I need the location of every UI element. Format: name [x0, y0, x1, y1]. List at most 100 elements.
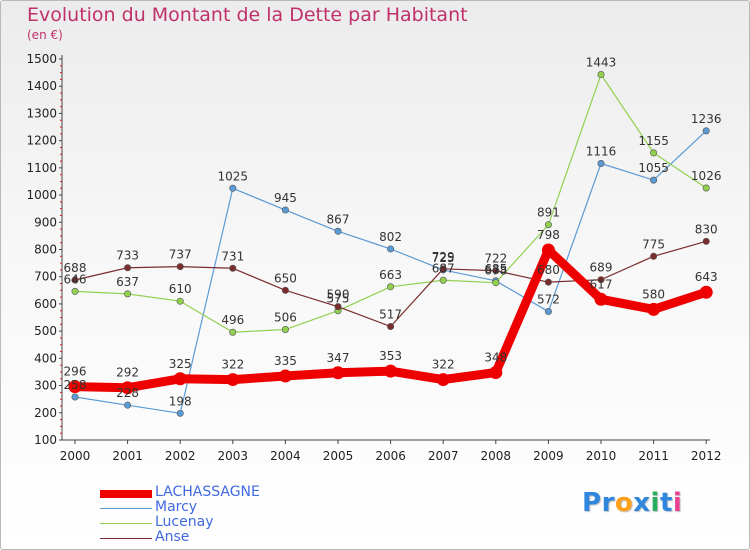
data-label-anse-2010: 689 [590, 261, 613, 275]
data-point-anse-2008 [492, 267, 500, 275]
data-label-lucenay-2006: 663 [379, 268, 402, 282]
y-tick-label-1200: 1200 [26, 134, 57, 148]
data-label-lucenay-2001: 637 [116, 275, 139, 289]
x-tick-label-2012: 2012 [691, 449, 722, 463]
data-label-marcy-2006: 802 [379, 230, 402, 244]
data-point-lucenay-2006 [387, 283, 395, 291]
legend-swatch-lucenay [100, 523, 152, 524]
proxiti-logo: Proxiti [582, 488, 682, 518]
chart-unit-label: (en €) [27, 28, 63, 42]
data-point-anse-2009 [544, 278, 552, 286]
data-label-marcy-2003: 1025 [218, 169, 249, 183]
data-point-marcy-2011 [650, 176, 658, 184]
data-point-anse-2007 [439, 265, 447, 273]
x-tick-label-2000: 2000 [60, 449, 91, 463]
data-point-anse-2004 [281, 286, 289, 294]
y-tick-label-1000: 1000 [26, 188, 57, 202]
data-point-marcy-2000 [71, 393, 79, 401]
data-point-anse-2003 [229, 264, 237, 272]
data-point-lucenay-2009 [544, 221, 552, 229]
data-label-anse-2002: 737 [169, 248, 192, 262]
data-label-anse-2005: 590 [327, 288, 350, 302]
data-label-anse-2004: 650 [274, 271, 297, 285]
data-point-lucenay-2003 [229, 328, 237, 336]
data-label-lachassagne-2010: 617 [590, 277, 613, 291]
y-tick-label-700: 700 [34, 270, 57, 284]
data-label-anse-2006: 517 [379, 308, 402, 322]
y-tick-label-200: 200 [34, 406, 57, 420]
data-point-lucenay-2012 [702, 184, 710, 192]
x-tick-label-2008: 2008 [481, 449, 512, 463]
legend-item-marcy: Marcy [100, 499, 360, 516]
x-tick-label-2011: 2011 [638, 449, 669, 463]
data-label-lachassagne-2004: 335 [274, 354, 297, 368]
data-point-anse-2005 [334, 303, 342, 311]
data-label-anse-2008: 722 [484, 252, 507, 266]
data-label-marcy-2010: 1116 [586, 145, 617, 159]
data-label-lucenay-2011: 1155 [638, 134, 669, 148]
legend-item-anse: Anse [100, 529, 360, 546]
data-point-anse-2006 [387, 323, 395, 331]
data-point-anse-2000 [71, 276, 79, 284]
legend-item-lucenay: Lucenay [100, 514, 360, 531]
legend-item-lachassagne: LACHASSAGNE [100, 484, 360, 501]
data-label-lachassagne-2005: 347 [327, 351, 350, 365]
y-tick-label-100: 100 [34, 433, 57, 447]
data-label-lachassagne-2003: 322 [221, 358, 244, 372]
x-tick-label-2001: 2001 [112, 449, 143, 463]
data-point-lucenay-2002 [176, 297, 184, 305]
data-point-lucenay-2000 [71, 287, 79, 295]
data-label-lucenay-2003: 496 [221, 313, 244, 327]
x-tick-label-2004: 2004 [270, 449, 301, 463]
data-label-marcy-2007: 725 [432, 251, 455, 265]
data-point-marcy-2010 [597, 160, 605, 168]
data-label-lucenay-2007: 687 [432, 261, 455, 275]
data-point-lucenay-2010 [597, 71, 605, 79]
chart-title: Evolution du Montant de la Dette par Hab… [27, 4, 468, 26]
data-point-lachassagne-2005 [331, 366, 345, 380]
data-point-marcy-2001 [124, 401, 132, 409]
data-label-lachassagne-2008: 348 [484, 351, 507, 365]
data-point-lucenay-2007 [439, 276, 447, 284]
data-label-lachassagne-2012: 643 [695, 270, 718, 284]
data-point-anse-2012 [702, 237, 710, 245]
data-point-lucenay-2011 [650, 149, 658, 157]
x-tick-label-2003: 2003 [218, 449, 249, 463]
data-label-marcy-2002: 198 [169, 394, 192, 408]
chart-axes: 100 200 300 400 500 600 700 800 900 1000 1100 1200 1… [26, 52, 721, 463]
data-point-lucenay-2008 [492, 279, 500, 287]
data-point-lachassagne-2003 [226, 373, 240, 387]
data-label-lucenay-2002: 610 [169, 282, 192, 296]
data-point-marcy-2005 [334, 227, 342, 235]
y-tick-label-500: 500 [34, 324, 57, 338]
data-point-lachassagne-2002 [173, 372, 187, 386]
data-point-marcy-2006 [387, 245, 395, 253]
data-label-marcy-2008: 685 [484, 262, 507, 276]
legend-label-lachassagne: LACHASSAGNE [155, 484, 260, 500]
data-point-marcy-2012 [702, 127, 710, 135]
logo-letter: t [659, 488, 673, 518]
x-tick-label-2009: 2009 [533, 449, 564, 463]
x-tick-label-2002: 2002 [165, 449, 196, 463]
data-point-lucenay-2004 [281, 326, 289, 334]
data-label-anse-2009: 680 [537, 263, 560, 277]
chart-series [68, 71, 713, 417]
logo-letter: o [614, 488, 634, 518]
data-label-anse-2011: 775 [642, 237, 665, 251]
data-label-lucenay-2005: 575 [327, 292, 350, 306]
data-label-marcy-2005: 867 [327, 212, 350, 226]
y-tick-label-900: 900 [34, 215, 57, 229]
data-point-anse-2011 [650, 252, 658, 260]
legend-label-marcy: Marcy [155, 499, 198, 515]
data-label-marcy-2004: 945 [274, 191, 297, 205]
data-label-marcy-2000: 258 [64, 378, 87, 392]
y-tick-label-300: 300 [34, 379, 57, 393]
data-point-lachassagne-2009 [541, 243, 555, 257]
data-label-marcy-2001: 228 [116, 386, 139, 400]
logo-letter: i [650, 488, 660, 518]
legend-label-lucenay: Lucenay [155, 514, 214, 530]
y-tick-label-1400: 1400 [26, 79, 57, 93]
data-label-lachassagne-2011: 580 [642, 287, 665, 301]
data-label-marcy-2009: 572 [537, 293, 560, 307]
data-point-lachassagne-2000 [68, 380, 82, 394]
